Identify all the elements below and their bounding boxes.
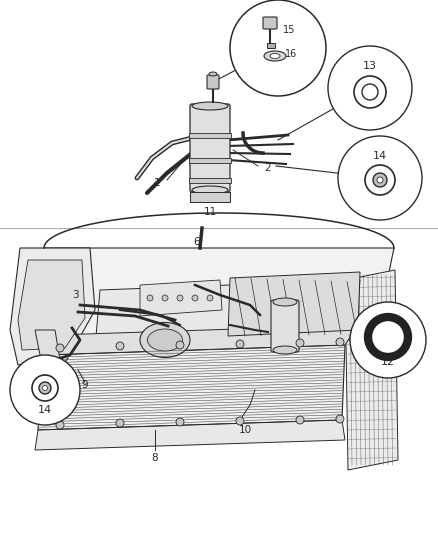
- Circle shape: [10, 355, 80, 425]
- FancyBboxPatch shape: [190, 192, 230, 202]
- Circle shape: [236, 417, 244, 425]
- Text: 11: 11: [203, 207, 217, 217]
- Circle shape: [296, 339, 304, 347]
- FancyBboxPatch shape: [263, 17, 277, 29]
- Circle shape: [230, 0, 326, 96]
- Circle shape: [147, 295, 153, 301]
- Text: 16: 16: [285, 49, 297, 59]
- Polygon shape: [345, 270, 398, 470]
- Polygon shape: [140, 280, 222, 316]
- FancyBboxPatch shape: [271, 300, 299, 352]
- Circle shape: [207, 295, 213, 301]
- Ellipse shape: [264, 51, 286, 61]
- Polygon shape: [35, 330, 60, 365]
- Text: 2: 2: [265, 163, 271, 173]
- Polygon shape: [42, 325, 358, 355]
- Ellipse shape: [148, 329, 183, 351]
- Circle shape: [56, 421, 64, 429]
- Circle shape: [116, 419, 124, 427]
- Circle shape: [39, 382, 51, 394]
- Circle shape: [365, 165, 395, 195]
- Circle shape: [338, 136, 422, 220]
- Ellipse shape: [140, 322, 190, 358]
- Ellipse shape: [273, 298, 297, 306]
- FancyBboxPatch shape: [189, 133, 231, 138]
- Text: 13: 13: [363, 61, 377, 71]
- Polygon shape: [95, 280, 360, 348]
- Circle shape: [296, 416, 304, 424]
- Polygon shape: [10, 248, 95, 365]
- Circle shape: [56, 344, 64, 352]
- Text: 10: 10: [238, 425, 251, 435]
- Ellipse shape: [192, 186, 228, 194]
- FancyBboxPatch shape: [190, 104, 230, 192]
- Text: 3: 3: [72, 290, 78, 300]
- Circle shape: [354, 76, 386, 108]
- Text: 14: 14: [373, 151, 387, 161]
- FancyBboxPatch shape: [189, 158, 231, 163]
- Ellipse shape: [273, 346, 297, 354]
- Circle shape: [177, 295, 183, 301]
- Circle shape: [350, 302, 426, 378]
- Circle shape: [116, 342, 124, 350]
- Circle shape: [362, 84, 378, 100]
- Circle shape: [336, 338, 344, 346]
- Text: 14: 14: [38, 405, 52, 415]
- Text: 8: 8: [152, 453, 158, 463]
- Circle shape: [192, 295, 198, 301]
- Polygon shape: [18, 260, 85, 350]
- Text: 1: 1: [154, 178, 160, 188]
- Ellipse shape: [209, 72, 217, 76]
- Circle shape: [236, 340, 244, 348]
- FancyBboxPatch shape: [189, 178, 231, 183]
- Text: 15: 15: [283, 25, 295, 35]
- Circle shape: [176, 418, 184, 426]
- Circle shape: [42, 385, 47, 391]
- FancyBboxPatch shape: [267, 43, 275, 48]
- Polygon shape: [38, 345, 345, 430]
- FancyBboxPatch shape: [207, 75, 219, 89]
- Polygon shape: [35, 420, 345, 450]
- Circle shape: [373, 173, 387, 187]
- Circle shape: [162, 295, 168, 301]
- Polygon shape: [44, 248, 394, 340]
- Polygon shape: [228, 272, 360, 336]
- Text: 9: 9: [82, 380, 88, 390]
- Circle shape: [368, 317, 408, 357]
- Ellipse shape: [192, 102, 228, 110]
- Circle shape: [176, 341, 184, 349]
- Circle shape: [377, 177, 383, 183]
- Circle shape: [32, 375, 58, 401]
- Circle shape: [328, 46, 412, 130]
- Text: 12: 12: [381, 357, 395, 367]
- Circle shape: [336, 415, 344, 423]
- Text: 6: 6: [193, 237, 200, 247]
- Ellipse shape: [270, 53, 280, 59]
